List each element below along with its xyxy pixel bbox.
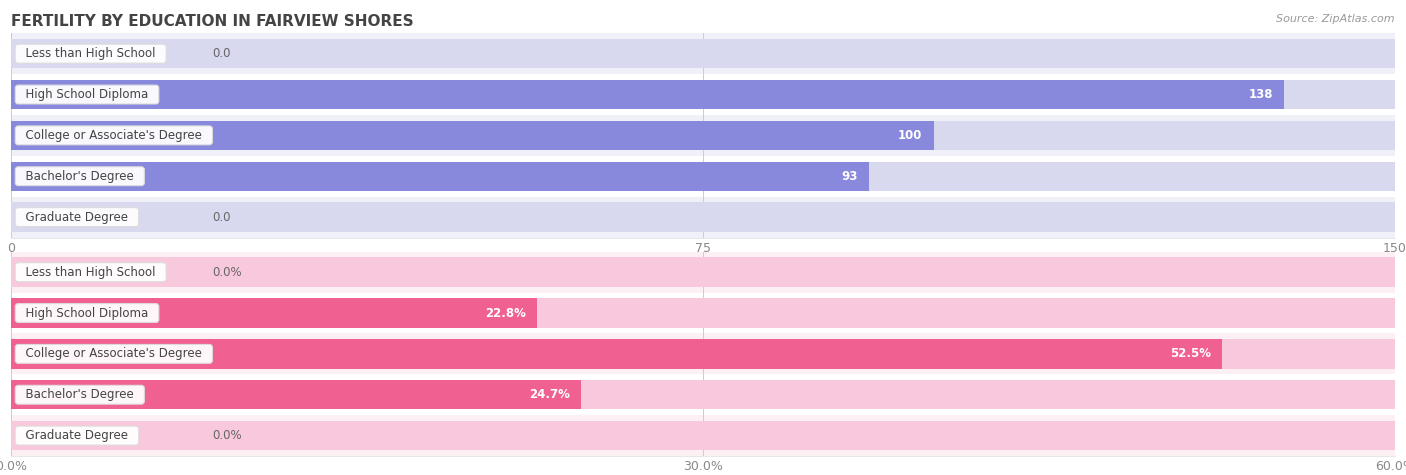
Bar	[11, 33, 1395, 74]
Bar	[11, 162, 869, 191]
Text: Source: ZipAtlas.com: Source: ZipAtlas.com	[1277, 14, 1395, 24]
Text: 22.8%: 22.8%	[485, 306, 526, 320]
Text: Less than High School: Less than High School	[18, 47, 163, 60]
Bar	[11, 115, 1395, 156]
Text: Bachelor's Degree: Bachelor's Degree	[18, 388, 142, 401]
Text: Graduate Degree: Graduate Degree	[18, 429, 135, 442]
Text: FERTILITY BY EDUCATION IN FAIRVIEW SHORES: FERTILITY BY EDUCATION IN FAIRVIEW SHORE…	[11, 14, 413, 29]
Bar	[11, 333, 1395, 374]
Bar	[11, 121, 934, 150]
Bar	[11, 257, 1395, 287]
Bar	[11, 298, 1395, 328]
Text: 52.5%: 52.5%	[1170, 347, 1211, 361]
Bar	[11, 293, 1395, 333]
Bar	[11, 252, 1395, 293]
Bar	[11, 39, 1395, 68]
Text: College or Associate's Degree: College or Associate's Degree	[18, 129, 209, 142]
Bar	[11, 374, 1395, 415]
Bar	[11, 380, 581, 409]
Bar	[11, 80, 1395, 109]
Text: College or Associate's Degree: College or Associate's Degree	[18, 347, 209, 361]
Text: Less than High School: Less than High School	[18, 266, 163, 279]
Text: High School Diploma: High School Diploma	[18, 88, 156, 101]
Bar	[11, 298, 537, 328]
Text: Graduate Degree: Graduate Degree	[18, 210, 135, 224]
Text: Bachelor's Degree: Bachelor's Degree	[18, 170, 142, 183]
Bar	[11, 121, 1395, 150]
Text: 0.0: 0.0	[212, 47, 231, 60]
Text: 100: 100	[898, 129, 922, 142]
Text: 138: 138	[1249, 88, 1272, 101]
Text: 0.0%: 0.0%	[212, 429, 242, 442]
Text: High School Diploma: High School Diploma	[18, 306, 156, 320]
Bar	[11, 415, 1395, 456]
Bar	[11, 202, 1395, 232]
Bar	[11, 421, 1395, 450]
Text: 93: 93	[842, 170, 858, 183]
Text: 24.7%: 24.7%	[529, 388, 569, 401]
Bar	[11, 339, 1395, 369]
Bar	[11, 162, 1395, 191]
Bar	[11, 339, 1222, 369]
Text: 0.0: 0.0	[212, 210, 231, 224]
Text: 0.0%: 0.0%	[212, 266, 242, 279]
Bar	[11, 156, 1395, 197]
Bar	[11, 80, 1284, 109]
Bar	[11, 74, 1395, 115]
Bar	[11, 197, 1395, 238]
Bar	[11, 380, 1395, 409]
